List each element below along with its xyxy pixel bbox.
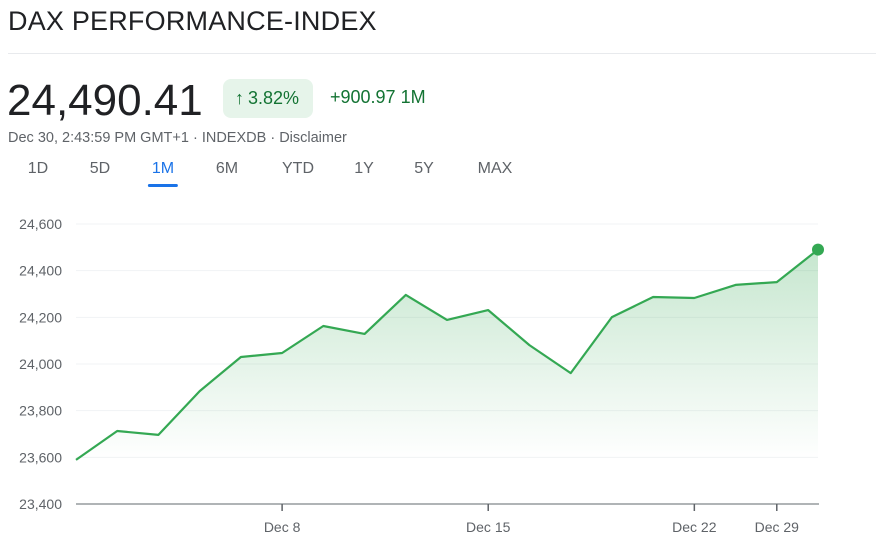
tab-6m[interactable]: 6M (215, 160, 239, 177)
last-price-dot (812, 243, 824, 256)
tab-1d[interactable]: 1D (27, 160, 49, 177)
change-percent: 3.82% (248, 88, 300, 108)
x-tick-label: Dec 15 (466, 519, 511, 535)
tab-5y[interactable]: 5Y (414, 160, 434, 177)
y-tick-label: 23,400 (19, 496, 62, 512)
x-tick-label: Dec 22 (672, 519, 717, 535)
y-tick-label: 24,600 (19, 216, 62, 232)
tab-5d[interactable]: 5D (89, 160, 111, 177)
price-chart[interactable]: 24,600 24,400 24,200 24,000 23,800 23,600 23,4… (0, 200, 876, 540)
change-value: +900.97 1M (330, 87, 426, 107)
y-tick-label: 24,200 (19, 309, 62, 325)
price-line (75, 248, 819, 461)
tab-ytd[interactable]: YTD (282, 160, 314, 177)
timestamp: Dec 30, 2:43:59 PM GMT+1 (8, 130, 189, 146)
data-source: INDEXDB (201, 130, 267, 146)
x-tick-label: Dec 8 (264, 519, 301, 535)
tab-max[interactable]: MAX (477, 160, 513, 177)
change-percent-badge: ↑ 3.82% (223, 79, 314, 118)
tab-1m[interactable]: 1M (147, 160, 179, 187)
y-tick-label: 24,000 (19, 356, 62, 372)
y-tick-label: 23,800 (19, 403, 62, 419)
tab-1y[interactable]: 1Y (354, 160, 374, 177)
arrow-up-icon: ↑ (235, 88, 244, 108)
price-meta: Dec 30, 2:43:59 PM GMT+1 · INDEXDB · Dis… (8, 130, 347, 146)
x-tick-label: Dec 29 (755, 519, 800, 535)
current-price: 24,490.41 (7, 76, 203, 125)
index-title: DAX PERFORMANCE-INDEX (8, 6, 377, 36)
area-fill (76, 249, 818, 460)
disclaimer-link[interactable]: Disclaimer (279, 130, 347, 146)
y-tick-label: 23,600 (19, 449, 62, 465)
y-tick-label: 24,400 (19, 263, 62, 279)
header-divider (8, 53, 876, 54)
